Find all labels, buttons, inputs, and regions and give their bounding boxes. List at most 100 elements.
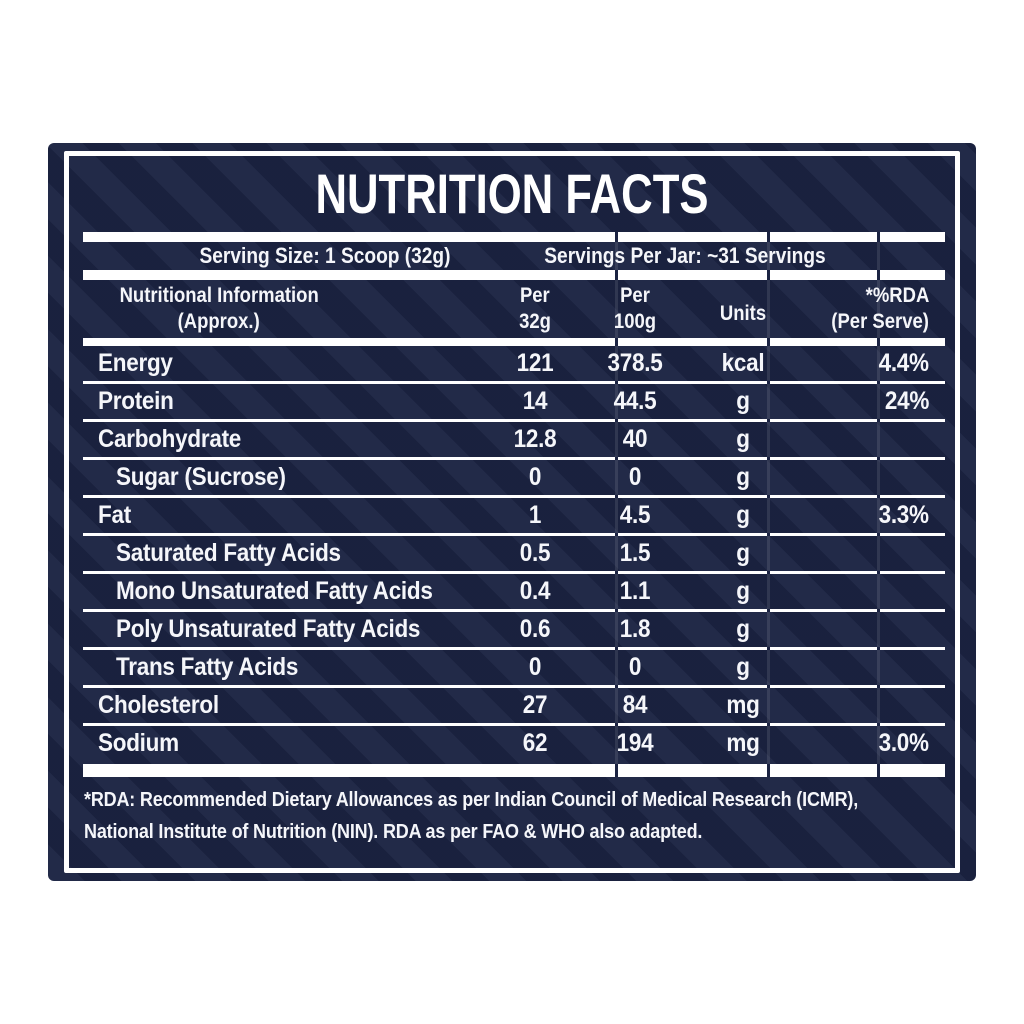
table-row: Saturated Fatty Acids 0.5 1.5 g — [83, 536, 945, 574]
rda-footnote: *RDA: Recommended Dietary Allowances as … — [84, 784, 944, 848]
column-divider-line — [767, 232, 770, 777]
row-value-per-32g: 0.5 — [519, 539, 551, 567]
row-name: Protein — [98, 387, 174, 415]
header-per-32g-line2: 32g — [519, 310, 551, 333]
row-value-per-100g: 84 — [622, 691, 648, 719]
header-rda-line1: *%RDA — [865, 284, 929, 307]
row-separator — [83, 457, 945, 460]
row-value-per-32g: 27 — [522, 691, 548, 719]
row-separator — [83, 495, 945, 498]
serving-size-text: Serving Size: 1 Scoop (32g) — [199, 243, 451, 268]
header-units-text: Units — [719, 302, 767, 325]
row-name: Fat — [98, 501, 131, 529]
table-row: Carbohydrate 12.8 40 g — [83, 422, 945, 460]
row-units: g — [736, 387, 750, 415]
row-units: g — [736, 463, 750, 491]
row-separator — [83, 647, 945, 650]
row-units: g — [736, 501, 750, 529]
row-name: Cholesterol — [98, 691, 219, 719]
row-units: g — [736, 425, 750, 453]
table-row: Fat 1 4.5 g 3.3% — [83, 498, 945, 536]
table-header-row: Nutritional Information (Approx.) Per 32… — [83, 280, 945, 338]
table-row: Protein 14 44.5 g 24% — [83, 384, 945, 422]
row-value-per-100g: 0 — [628, 463, 642, 491]
rule-bar-below-serving — [83, 270, 945, 280]
row-value-per-32g: 0.6 — [519, 615, 551, 643]
row-rda: 3.3% — [878, 501, 929, 529]
rule-bar-bottom — [83, 764, 945, 777]
row-value-per-100g: 1.5 — [619, 539, 651, 567]
serving-size: Serving Size: 1 Scoop (32g) — [181, 242, 470, 270]
label-title-text: NUTRITION FACTS — [315, 162, 709, 225]
nutrition-table-rows: Energy 121 378.5 kcal 4.4% Protein 14 44.5 g 24% C… — [83, 346, 945, 764]
header-rda: *%RDA (Per Serve) — [818, 280, 929, 338]
row-value-per-100g: 1.1 — [619, 577, 651, 605]
row-value-per-32g: 121 — [516, 349, 554, 377]
row-value-per-32g: 12.8 — [513, 425, 557, 453]
table-row: Energy 121 378.5 kcal 4.4% — [83, 346, 945, 384]
row-units: mg — [726, 729, 760, 757]
row-separator — [83, 609, 945, 612]
row-name: Poly Unsaturated Fatty Acids — [116, 615, 421, 643]
row-separator — [83, 419, 945, 422]
row-name: Mono Unsaturated Fatty Acids — [116, 577, 433, 605]
rda-footnote-line1: *RDA: Recommended Dietary Allowances as … — [84, 789, 859, 811]
row-units: g — [736, 615, 750, 643]
row-rda: 3.0% — [878, 729, 929, 757]
label-title: NUTRITION FACTS — [48, 165, 976, 223]
row-value-per-100g: 4.5 — [619, 501, 651, 529]
row-value-per-32g: 0.4 — [519, 577, 551, 605]
row-rda: 24% — [884, 387, 929, 415]
header-per-100g-line2: 100g — [613, 310, 657, 333]
row-units: mg — [726, 691, 760, 719]
rule-bar-top — [83, 232, 945, 242]
row-name: Sodium — [98, 729, 179, 757]
row-value-per-100g: 1.8 — [619, 615, 651, 643]
row-name: Trans Fatty Acids — [116, 653, 299, 681]
row-rda: 4.4% — [878, 349, 929, 377]
row-units: g — [736, 653, 750, 681]
header-per-100g: Per 100g — [611, 280, 659, 338]
header-per-100g-line1: Per — [620, 284, 650, 307]
table-row: Mono Unsaturated Fatty Acids 0.4 1.1 g — [83, 574, 945, 612]
table-row: Trans Fatty Acids 0 0 g — [83, 650, 945, 688]
rule-bar-below-header — [83, 338, 945, 346]
row-value-per-100g: 194 — [616, 729, 654, 757]
servings-per-jar: Servings Per Jar: ~31 Servings — [523, 242, 846, 270]
row-units: g — [736, 539, 750, 567]
row-separator — [83, 571, 945, 574]
header-rda-line2: (Per Serve) — [831, 310, 929, 333]
row-value-per-32g: 0 — [528, 653, 542, 681]
row-value-per-100g: 40 — [622, 425, 648, 453]
row-units: kcal — [721, 349, 765, 377]
row-name: Saturated Fatty Acids — [116, 539, 341, 567]
serving-row: Serving Size: 1 Scoop (32g) Servings Per… — [83, 242, 945, 270]
header-name-line1: Nutritional Information — [119, 284, 319, 307]
row-value-per-100g: 378.5 — [607, 349, 663, 377]
column-divider-line — [877, 232, 880, 777]
label-content: Serving Size: 1 Scoop (32g) Servings Per… — [83, 143, 945, 881]
header-per-32g-line1: Per — [520, 284, 550, 307]
row-separator — [83, 381, 945, 384]
servings-per-jar-text: Servings Per Jar: ~31 Servings — [544, 243, 826, 268]
header-units: Units — [717, 280, 770, 338]
table-row: Sugar (Sucrose) 0 0 g — [83, 460, 945, 498]
rda-footnote-line2: National Institute of Nutrition (NIN). R… — [84, 821, 703, 843]
nutrition-label-panel: NUTRITION FACTS Serving Size: 1 Scoop (3… — [48, 143, 976, 881]
header-name-line2: (Approx.) — [177, 310, 261, 333]
column-divider-line — [615, 232, 618, 777]
table-row: Poly Unsaturated Fatty Acids 0.6 1.8 g — [83, 612, 945, 650]
row-value-per-32g: 0 — [528, 463, 542, 491]
row-value-per-100g: 44.5 — [613, 387, 657, 415]
table-row: Cholesterol 27 84 mg — [83, 688, 945, 726]
row-value-per-32g: 1 — [528, 501, 542, 529]
table-row: Sodium 62 194 mg 3.0% — [83, 726, 945, 764]
row-separator — [83, 723, 945, 726]
row-name: Energy — [98, 349, 173, 377]
row-value-per-100g: 0 — [628, 653, 642, 681]
row-value-per-32g: 62 — [522, 729, 548, 757]
row-separator — [83, 685, 945, 688]
row-value-per-32g: 14 — [522, 387, 548, 415]
row-separator — [83, 533, 945, 536]
